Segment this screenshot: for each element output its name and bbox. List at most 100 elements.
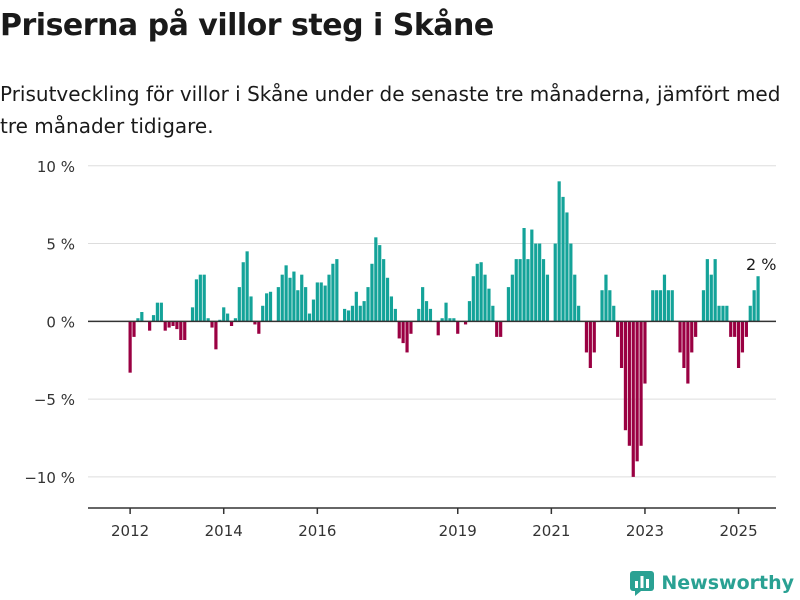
bar: [506, 287, 511, 322]
bar: [428, 308, 433, 322]
bar: [456, 321, 460, 334]
bar: [151, 315, 156, 322]
bar: [132, 321, 136, 337]
bar: [655, 290, 659, 322]
bar: [463, 321, 468, 325]
bar: [327, 274, 331, 322]
bar: [393, 308, 397, 322]
bar: [658, 290, 663, 322]
bar: [643, 321, 647, 384]
bar: [604, 274, 608, 322]
bar: [518, 259, 522, 322]
x-tick-label: 2016: [298, 522, 336, 540]
bar: [709, 274, 713, 322]
bar: [678, 321, 682, 353]
gridlines: [88, 165, 776, 478]
bar: [261, 305, 265, 322]
bar: [198, 274, 202, 322]
y-tick-label: 5 %: [46, 236, 75, 254]
bar: [358, 305, 362, 322]
bar: [179, 321, 183, 340]
bar: [694, 321, 698, 337]
bar: [284, 265, 288, 322]
y-tick-label: 0 %: [46, 313, 75, 331]
bar: [249, 296, 253, 322]
bar: [499, 321, 503, 337]
bar: [670, 290, 674, 322]
bar: [444, 302, 448, 322]
bar: [608, 290, 612, 322]
x-tick-label: 2023: [626, 522, 664, 540]
bar: [541, 259, 546, 322]
bar: [265, 293, 269, 322]
bar: [183, 321, 187, 340]
bar: [471, 276, 475, 322]
y-tick-label: 10 %: [37, 158, 75, 176]
bar: [280, 274, 284, 322]
bar: [483, 274, 487, 322]
bar: [682, 321, 686, 368]
bar: [534, 243, 538, 322]
bar: [553, 243, 557, 322]
bar: [588, 321, 592, 368]
bar: [487, 288, 491, 322]
bar: [253, 321, 257, 325]
bar: [417, 308, 421, 322]
bar: [346, 310, 351, 322]
bar: [350, 305, 355, 322]
x-tick-label: 2025: [719, 522, 757, 540]
x-tick-label: 2019: [439, 522, 477, 540]
bar: [405, 321, 409, 353]
bar: [631, 321, 635, 477]
bar: [491, 305, 495, 322]
bar: [584, 321, 589, 353]
bar: [315, 282, 319, 322]
bar: [526, 259, 530, 322]
bar: [343, 308, 347, 322]
latest-value-annotation: 2 %: [746, 255, 776, 274]
bar: [335, 259, 339, 322]
bar: [319, 282, 323, 322]
bar: [721, 305, 725, 322]
bar: [479, 262, 483, 322]
bar: [545, 274, 550, 322]
bar: [331, 263, 335, 322]
bar: [510, 274, 514, 322]
bar: [159, 302, 163, 322]
bar: [194, 279, 199, 322]
bar: [128, 321, 132, 373]
bar: [233, 318, 238, 322]
bar: [725, 305, 729, 322]
bar: [148, 321, 152, 331]
bar: [619, 321, 624, 368]
bar: [366, 287, 370, 322]
brand-logo: Newsworthy: [629, 570, 794, 596]
bar: [304, 287, 308, 322]
bar: [374, 237, 378, 322]
brand-name: Newsworthy: [661, 572, 794, 594]
bar: [382, 259, 386, 322]
bar: [530, 229, 534, 322]
x-tick-label: 2012: [111, 522, 149, 540]
chart-subtitle: Prisutveckling för villor i Skåne under …: [0, 82, 781, 138]
bar: [748, 305, 752, 322]
bar: [354, 291, 358, 322]
bar: [268, 291, 273, 322]
bar: [222, 307, 226, 322]
bar: [612, 305, 616, 322]
bar: [378, 245, 382, 322]
bar: [467, 301, 472, 322]
chart-title: Priserna på villor steg i Skåne: [0, 8, 494, 43]
bar: [514, 259, 518, 322]
bar: [245, 251, 249, 322]
bar: [666, 290, 670, 322]
bar: [592, 321, 596, 353]
newsworthy-logo-icon: [630, 571, 655, 596]
bar: [385, 277, 390, 322]
bar: [713, 259, 717, 322]
bar: [288, 277, 292, 322]
bar: [175, 321, 179, 330]
x-tick-label: 2021: [532, 522, 570, 540]
bar: [257, 321, 261, 334]
bar: [163, 321, 167, 331]
